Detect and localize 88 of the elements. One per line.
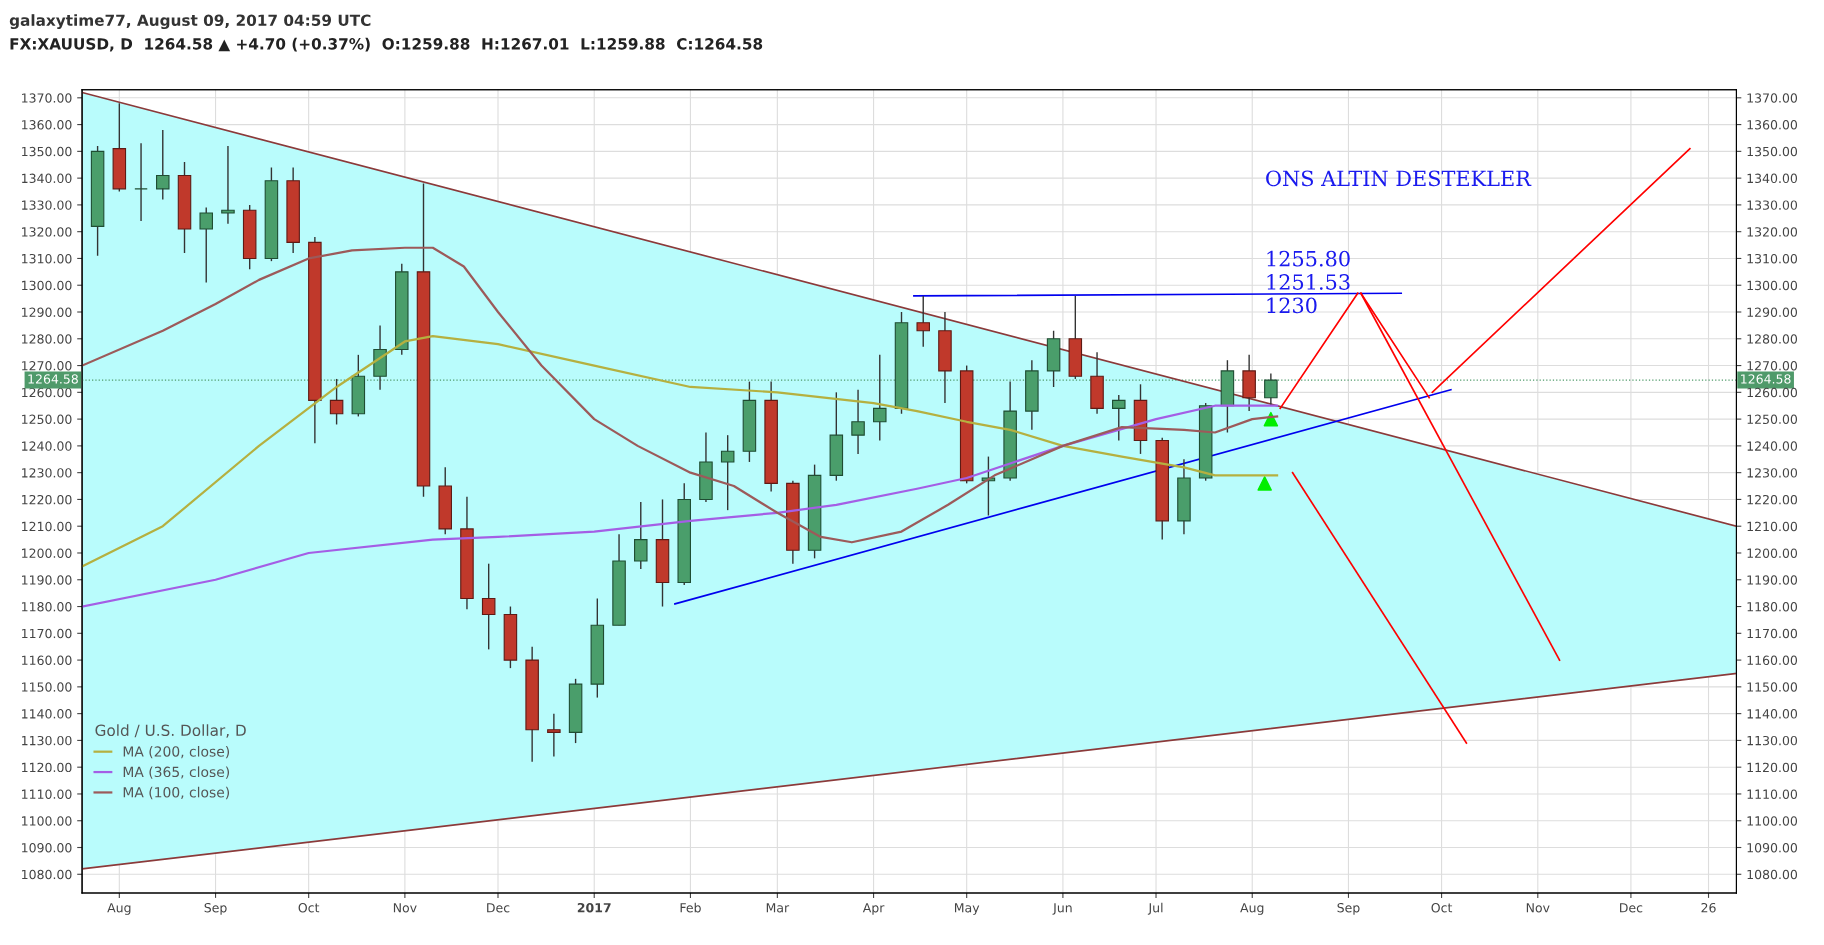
y-tick-label: 1370.00 xyxy=(22,93,72,103)
y2-tick-label: 1230.00 xyxy=(1747,468,1798,478)
x-tick-label: 2017 xyxy=(577,902,611,913)
y-tick-label: 1240.00 xyxy=(22,441,72,451)
y2-tick-label: 1240.00 xyxy=(1747,441,1798,451)
y2-tick-label: 1250.00 xyxy=(1747,414,1798,425)
y-tick-label: 1300.00 xyxy=(22,280,72,291)
x-tick-label: May xyxy=(954,903,980,915)
y2-tick-label: 1290.00 xyxy=(1747,307,1798,317)
y2-tick-label: 1080.00 xyxy=(1747,869,1798,880)
y2-tick-label: 1280.00 xyxy=(1747,334,1798,344)
x-tick-label: Jul xyxy=(1147,902,1163,915)
x-tick-label: Dec xyxy=(487,903,510,913)
chart-title: FX:XAUUSD, D 1264.58 ▲ +4.70 (+0.37%) O:1259.88 H:1267.01 L:1259.88 C:1264.58 xyxy=(10,37,763,52)
y-tick-label: 1190.00 xyxy=(22,575,72,585)
y-tick-label: 1350.00 xyxy=(22,146,72,157)
y-tick-label: 1250.00 xyxy=(22,414,72,425)
y2-tick-label: 1160.00 xyxy=(1747,655,1798,666)
x-tick-label: Apr xyxy=(862,903,885,915)
annotation: 1255.80 1251.53 1230 xyxy=(1267,250,1350,314)
y2-tick-label: 1220.00 xyxy=(1747,494,1798,505)
legend-title: Gold / U.S. Dollar, D xyxy=(95,724,246,738)
y-tick-label: 1310.00 xyxy=(22,253,72,264)
y2-tick-label: 1350.00 xyxy=(1747,146,1798,157)
y-tick-label: 1290.00 xyxy=(22,307,72,317)
y2-tick-label: 1200.00 xyxy=(1747,548,1798,558)
y-tick-label: 1360.00 xyxy=(22,120,72,130)
y-tick-label: 1280.00 xyxy=(22,334,72,344)
y-tick-label: 1180.00 xyxy=(22,602,72,612)
y-tick-label: 1110.00 xyxy=(22,789,72,799)
x-tick-label: Mar xyxy=(766,903,790,913)
text: 1264.58 xyxy=(1741,374,1791,384)
y-tick-label: 1270.00 xyxy=(22,361,72,371)
x-tick-label: Jun xyxy=(1052,903,1072,915)
y2-tick-label: 1300.00 xyxy=(1747,280,1798,291)
y2-tick-label: 1120.00 xyxy=(1747,762,1798,773)
y-tick-label: 1330.00 xyxy=(22,200,72,210)
x-tick-label: 26 xyxy=(1701,902,1716,913)
x-tick-label: Aug xyxy=(1240,903,1264,915)
y2-tick-label: 1190.00 xyxy=(1747,575,1798,585)
y2-tick-label: 1330.00 xyxy=(1747,200,1798,210)
y-tick-label: 1210.00 xyxy=(22,521,72,532)
y-tick-label: 1260.00 xyxy=(22,387,72,398)
y-tick-label: 1150.00 xyxy=(22,682,72,692)
y2-tick-label: 1370.00 xyxy=(1747,93,1798,103)
y2-tick-label: 1210.00 xyxy=(1747,521,1798,532)
y2-tick-label: 1360.00 xyxy=(1747,120,1798,130)
y2-tick-label: 1260.00 xyxy=(1747,387,1798,398)
x-tick-label: Nov xyxy=(1526,903,1550,913)
y-tick-label: 1160.00 xyxy=(22,655,72,666)
y2-tick-label: 1340.00 xyxy=(1747,173,1798,184)
legend-label: MA (100, close) xyxy=(123,786,230,800)
legend-label: MA (365, close) xyxy=(123,766,230,779)
x-tick-label: Oct xyxy=(298,902,320,913)
y2-tick-label: 1170.00 xyxy=(1747,628,1798,639)
y2-tick-label: 1150.00 xyxy=(1747,682,1798,692)
annotation: ONS ALTIN DESTEKLER xyxy=(1266,170,1532,187)
y2-tick-label: 1270.00 xyxy=(1747,361,1798,371)
y-tick-label: 1200.00 xyxy=(22,548,72,558)
y2-tick-label: 1110.00 xyxy=(1747,789,1798,799)
y2-tick-label: 1180.00 xyxy=(1747,602,1798,612)
x-tick-label: Oct xyxy=(1431,902,1453,913)
x-tick-label: Aug xyxy=(107,903,131,915)
y2-tick-label: 1320.00 xyxy=(1747,227,1798,237)
y-tick-label: 1080.00 xyxy=(22,869,72,880)
y-tick-label: 1100.00 xyxy=(22,816,72,826)
y-tick-label: 1230.00 xyxy=(22,468,72,478)
chart-subtitle: galaxytime77, August 09, 2017 04:59 UTC xyxy=(9,14,371,30)
y-tick-label: 1130.00 xyxy=(22,735,72,746)
y-tick-label: 1090.00 xyxy=(22,842,72,853)
ref-line-label: 1264.58 xyxy=(28,374,78,384)
x-tick-label: Dec xyxy=(1620,903,1643,913)
y2-tick-label: 1310.00 xyxy=(1747,253,1798,264)
y-tick-label: 1340.00 xyxy=(22,173,72,184)
x-tick-label: Nov xyxy=(393,903,417,913)
x-tick-label: Feb xyxy=(680,902,701,913)
x-tick-label: Sep xyxy=(204,902,227,915)
y-tick-label: 1220.00 xyxy=(22,494,72,505)
y2-tick-label: 1140.00 xyxy=(1747,709,1798,719)
y-tick-label: 1120.00 xyxy=(22,762,72,773)
y-tick-label: 1140.00 xyxy=(22,709,72,719)
x-tick-label: Sep xyxy=(1337,902,1360,915)
y2-tick-label: 1100.00 xyxy=(1747,816,1798,826)
y-tick-label: 1320.00 xyxy=(22,227,72,237)
legend-label: MA (200, close) xyxy=(123,745,230,759)
y2-tick-label: 1090.00 xyxy=(1747,842,1798,853)
y-tick-label: 1170.00 xyxy=(22,628,72,639)
y2-tick-label: 1130.00 xyxy=(1747,735,1798,746)
